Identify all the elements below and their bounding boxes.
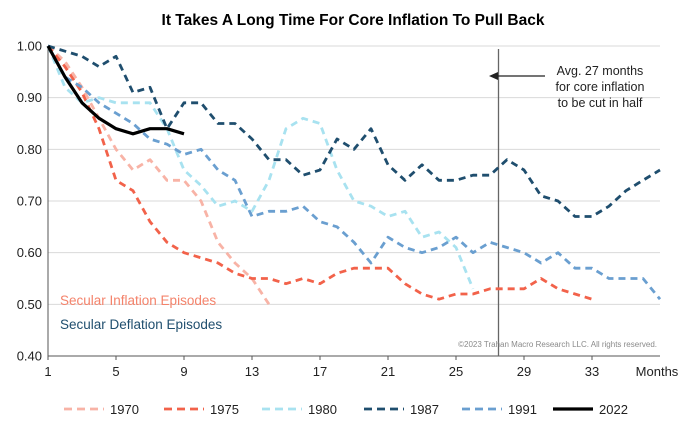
series-line-1991	[46, 45, 662, 301]
axes	[47, 46, 660, 360]
annotation-line: for core inflation	[556, 80, 645, 94]
x-tick-label: 29	[517, 364, 531, 379]
legend-label-1991: 1991	[508, 402, 537, 417]
y-tick-label: 0.60	[17, 245, 42, 260]
series-line-1970	[47, 44, 271, 306]
legend-label-1975: 1975	[210, 402, 239, 417]
tick-labels: 0.40 0.50 0.60 0.70 0.80 0.90 1.00 1 5 9 13 17 21 25 2…	[17, 39, 679, 380]
x-tick-label: 13	[245, 364, 259, 379]
legend-label-2022: 2022	[599, 402, 628, 417]
series-lines	[46, 44, 662, 306]
x-tick-label: 25	[449, 364, 463, 379]
group-label: Secular Deflation Episodes	[60, 317, 222, 332]
x-tick-label: 9	[180, 364, 187, 379]
y-tick-label: 0.70	[17, 194, 42, 209]
group-labels: Secular Inflation Episodes Secular Deflat…	[60, 293, 222, 332]
group-label: Secular Inflation Episodes	[60, 293, 216, 308]
y-tick-label: 0.50	[17, 297, 42, 312]
annotation-arrowhead	[489, 72, 498, 80]
annotation: Avg. 27 months for core inflation to be cu…	[489, 64, 645, 110]
series-line-1980	[46, 45, 475, 290]
legend-label-1987: 1987	[410, 402, 439, 417]
series-line-2022	[46, 45, 185, 136]
series-line-1975	[46, 45, 593, 301]
annotation-line: to be cut in half	[558, 96, 643, 110]
y-tick-label: 1.00	[17, 39, 42, 54]
legend-label-1970: 1970	[110, 402, 139, 417]
y-tick-label: 0.40	[17, 349, 42, 364]
y-tick-label: 0.90	[17, 90, 42, 105]
x-tick-label: 21	[381, 364, 395, 379]
y-tick-label: 0.80	[17, 142, 42, 157]
x-axis-title: Months	[636, 364, 679, 379]
annotation-line: Avg. 27 months	[557, 64, 644, 78]
copyright-note: ©2023 Trahan Macro Research LLC. All rig…	[458, 340, 657, 349]
x-tick-label: 17	[313, 364, 327, 379]
x-tick-label: 5	[112, 364, 119, 379]
chart-title: It Takes A Long Time For Core Inflation …	[162, 12, 545, 29]
legend-label-1980: 1980	[308, 402, 337, 417]
legend: 1970 1975 1980 1987 1991 2022	[64, 402, 628, 417]
x-tick-label: 1	[44, 364, 51, 379]
x-tick-label: 33	[585, 364, 599, 379]
series-line-1987	[47, 44, 661, 218]
